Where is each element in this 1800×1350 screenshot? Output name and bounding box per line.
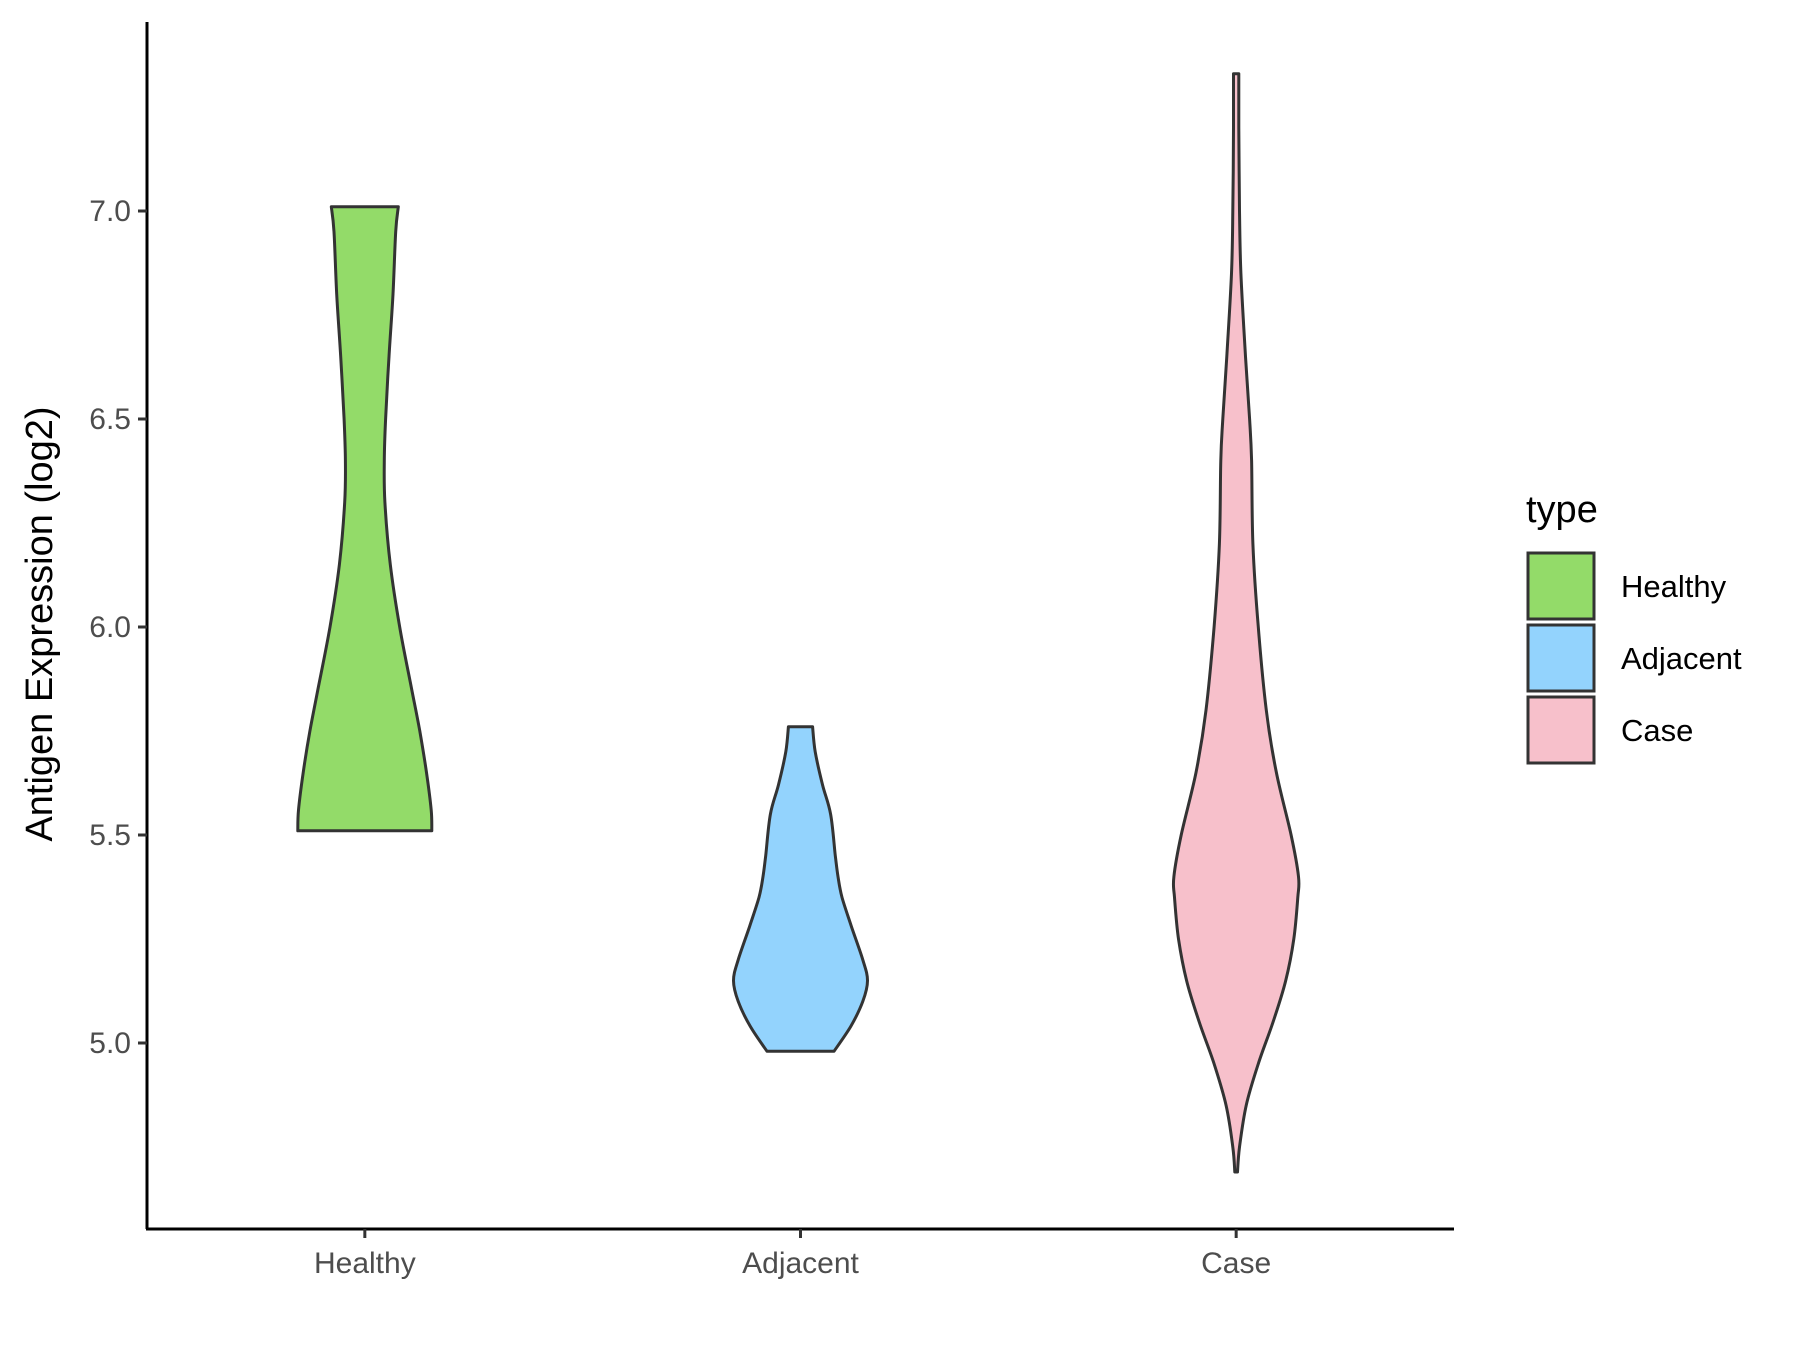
y-tick-label: 7.0 bbox=[89, 195, 131, 228]
x-tick-label: Adjacent bbox=[742, 1247, 859, 1280]
x-ticks: Healthy Adjacent Case bbox=[314, 1229, 1271, 1280]
legend-title: type bbox=[1526, 489, 1598, 531]
violin-healthy bbox=[296, 205, 434, 833]
y-tick-label: 5.0 bbox=[89, 1027, 131, 1060]
legend-key-healthy bbox=[1526, 551, 1596, 621]
legend-key-adjacent bbox=[1526, 623, 1596, 693]
y-ticks: 5.0 5.5 6.0 6.5 7.0 bbox=[89, 195, 147, 1060]
legend-key-case bbox=[1526, 695, 1596, 765]
violin-adjacent bbox=[732, 725, 869, 1053]
violins-layer bbox=[296, 72, 1301, 1174]
y-tick-label: 6.0 bbox=[89, 611, 131, 644]
legend: type Healthy Adjacent Case bbox=[1526, 489, 1742, 765]
legend-label-healthy: Healthy bbox=[1621, 569, 1727, 604]
x-tick-label: Healthy bbox=[314, 1247, 416, 1280]
x-tick-label: Case bbox=[1201, 1247, 1271, 1280]
y-tick-label: 5.5 bbox=[89, 819, 131, 852]
legend-label-adjacent: Adjacent bbox=[1621, 641, 1742, 676]
y-tick-label: 6.5 bbox=[89, 403, 131, 436]
legend-label-case: Case bbox=[1621, 713, 1693, 748]
y-axis-title: Antigen Expression (log2) bbox=[19, 406, 61, 841]
violin-case bbox=[1171, 72, 1301, 1174]
